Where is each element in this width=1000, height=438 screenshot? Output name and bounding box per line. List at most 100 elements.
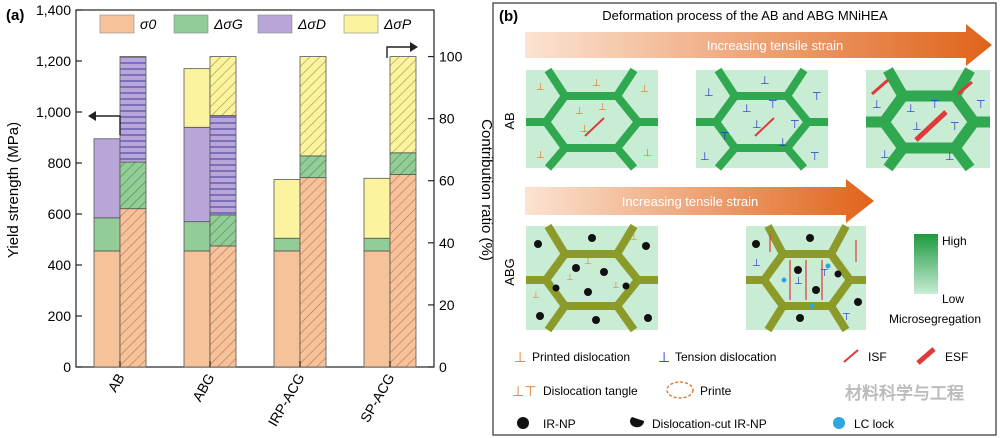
legend-isf: ISF bbox=[868, 350, 887, 364]
bar-yield-dP-IRP-ACG bbox=[273, 179, 301, 239]
legend-swatch-g bbox=[173, 14, 209, 34]
bar-ratio-dG-ABG bbox=[209, 214, 237, 247]
legend-printed-dislocation: Printed dislocation bbox=[532, 350, 630, 364]
panel-b: (b) Deformation process of the AB and AB… bbox=[492, 2, 997, 436]
left-tick-label: 1,000 bbox=[36, 104, 71, 120]
panel-a: (a) 0 200 400 600 800 1,000 1,200 1,400 0 20 40 60… bbox=[5, 2, 495, 429]
right-tick-label: 20 bbox=[439, 297, 455, 313]
svg-text:⊤: ⊤ bbox=[720, 131, 730, 143]
svg-text:⊥: ⊥ bbox=[742, 103, 752, 115]
svg-text:⊤: ⊤ bbox=[810, 151, 820, 163]
legend-label-s0: σ0 bbox=[140, 16, 156, 32]
bar-yield-dG-IRP-ACG bbox=[273, 237, 301, 252]
ab-stage-1: ⊥ ⊥ ⊥ ⊥ ⊥ ⊥ ⊥ ⊥ bbox=[526, 67, 658, 171]
dislocation-tangle-icon: ⊥⊤ bbox=[512, 383, 536, 399]
left-tick-label: 400 bbox=[48, 257, 72, 273]
legend-swatch-s0 bbox=[99, 14, 135, 34]
y-axis-right-label: Contribution ratio (%) bbox=[478, 119, 495, 261]
svg-text:⊥: ⊥ bbox=[532, 290, 540, 300]
printed-dislocation-icon: ⊥ bbox=[514, 349, 526, 365]
bar-ratio-dD-AB bbox=[119, 56, 147, 163]
lc-lock-icon bbox=[833, 417, 845, 429]
svg-text:⊥: ⊥ bbox=[872, 99, 882, 111]
dislocation-cut-ir-np-icon bbox=[630, 417, 645, 428]
strain-arrow-ab-text: Increasing tensile strain bbox=[707, 38, 844, 53]
legend-label-d: ΔσD bbox=[297, 16, 326, 32]
svg-text:⊥: ⊥ bbox=[778, 137, 788, 149]
svg-text:⊤: ⊤ bbox=[790, 119, 800, 131]
svg-text:⊥: ⊥ bbox=[566, 272, 574, 282]
bar-ratio-sigma0-IRP-ACG bbox=[299, 177, 327, 368]
category-label: SP-ACG bbox=[357, 371, 398, 425]
svg-text:⊥: ⊥ bbox=[880, 149, 890, 161]
panel-a-label: (a) bbox=[6, 7, 24, 24]
svg-text:⊥: ⊥ bbox=[630, 232, 638, 242]
category-label: IRP-ACG bbox=[265, 371, 308, 430]
abg-stage-2: ⊥ ⊤ ⊥ ⊤ bbox=[746, 224, 866, 333]
legend-swatch-d bbox=[257, 14, 293, 34]
bar-ratio-dP-IRP-ACG bbox=[299, 56, 327, 157]
bar-ratio-sigma0-SP-ACG bbox=[389, 174, 417, 368]
legend-ir-np: IR-NP bbox=[543, 417, 576, 431]
bar-yield-dP-SP-ACG bbox=[363, 177, 391, 239]
legend-dislocation-cut-ir-np: Dislocation-cut IR-NP bbox=[652, 417, 767, 431]
left-axis-ticks: 0 200 400 600 800 1,000 1,200 1,400 bbox=[36, 2, 82, 375]
bar-yield-dG-ABG bbox=[183, 221, 211, 252]
legend-tension-dislocation: Tension dislocation bbox=[675, 350, 776, 364]
legend: σ0 ΔσG ΔσD ΔσP bbox=[99, 14, 412, 34]
svg-text:⊥: ⊥ bbox=[912, 121, 922, 133]
strain-arrow-abg bbox=[525, 179, 874, 223]
bar-ratio-dG-IRP-ACG bbox=[299, 155, 327, 179]
strain-arrow-ab bbox=[525, 24, 992, 66]
left-axis-arrow bbox=[94, 115, 121, 135]
scale-label: Microsegregation bbox=[889, 312, 981, 326]
category-label: ABG bbox=[189, 371, 218, 405]
bar-yield-sigma0-ABG bbox=[183, 250, 211, 368]
left-axis-arrowhead bbox=[88, 111, 96, 121]
svg-text:⊤: ⊤ bbox=[842, 312, 851, 323]
svg-text:⊥: ⊥ bbox=[794, 276, 803, 287]
svg-text:⊥: ⊥ bbox=[643, 148, 652, 159]
ab-stage-3: ⊥ ⊤ ⊥ ⊤ ⊥ ⊤ ⊥ ⊥ bbox=[866, 67, 990, 172]
bar-yield-sigma0-IRP-ACG bbox=[273, 250, 301, 368]
right-axis-ticks: 0 20 40 60 80 100 bbox=[428, 49, 463, 375]
legend-swatch-p bbox=[343, 14, 379, 34]
bar-yield-dG-SP-ACG bbox=[363, 237, 391, 252]
svg-text:⊥: ⊥ bbox=[536, 150, 545, 161]
legend-label-p: ΔσP bbox=[383, 16, 412, 32]
svg-text:⊤: ⊤ bbox=[976, 99, 986, 111]
left-tick-label: 600 bbox=[48, 206, 72, 222]
bar-ratio-sigma0-AB bbox=[119, 208, 147, 368]
bar-yield-sigma0-SP-ACG bbox=[363, 250, 391, 368]
category-labels: AB ABG IRP-ACG SP-ACG bbox=[104, 361, 398, 430]
svg-text:⊥: ⊥ bbox=[752, 258, 761, 269]
scale-high: High bbox=[942, 234, 967, 248]
right-tick-label: 0 bbox=[439, 359, 447, 375]
panel-b-title: Deformation process of the AB and ABG MN… bbox=[602, 8, 888, 23]
svg-text:⊥: ⊥ bbox=[612, 280, 620, 290]
svg-text:⊤: ⊤ bbox=[930, 99, 940, 111]
bar-ratio-dP-ABG bbox=[209, 56, 237, 116]
left-tick-label: 800 bbox=[48, 155, 72, 171]
category-label: AB bbox=[104, 371, 127, 395]
right-axis-arrow bbox=[386, 46, 412, 58]
microsegregation-scale bbox=[914, 234, 938, 294]
bar-yield-dD-AB bbox=[93, 138, 121, 219]
y-axis-left-label: Yield strength (MPa) bbox=[5, 122, 22, 258]
ab-stage-2: ⊥ ⊤⊥ ⊤⊥ ⊤⊤ ⊥⊥⊥ ⊤ bbox=[696, 67, 828, 171]
tension-dislocation-icon: ⊥ bbox=[658, 349, 670, 365]
bar-ratio-dP-SP-ACG bbox=[389, 56, 417, 154]
svg-text:⊥: ⊥ bbox=[536, 82, 545, 93]
svg-text:⊤: ⊤ bbox=[950, 121, 960, 133]
panel-b-label: (b) bbox=[499, 8, 518, 25]
bars bbox=[93, 56, 417, 368]
svg-text:⊥: ⊥ bbox=[906, 103, 916, 115]
legend-dislocation-tangle: Dislocation tangle bbox=[543, 384, 638, 398]
bar-yield-sigma0-AB bbox=[93, 250, 121, 368]
ir-np-icon bbox=[517, 417, 529, 429]
bar-ratio-dG-AB bbox=[119, 161, 147, 210]
svg-text:⊤: ⊤ bbox=[768, 99, 778, 111]
abg-stage-1: ⊥ ⊥ ⊥ ⊥ ⊥ bbox=[526, 223, 658, 333]
panel-b-frame bbox=[492, 2, 997, 436]
